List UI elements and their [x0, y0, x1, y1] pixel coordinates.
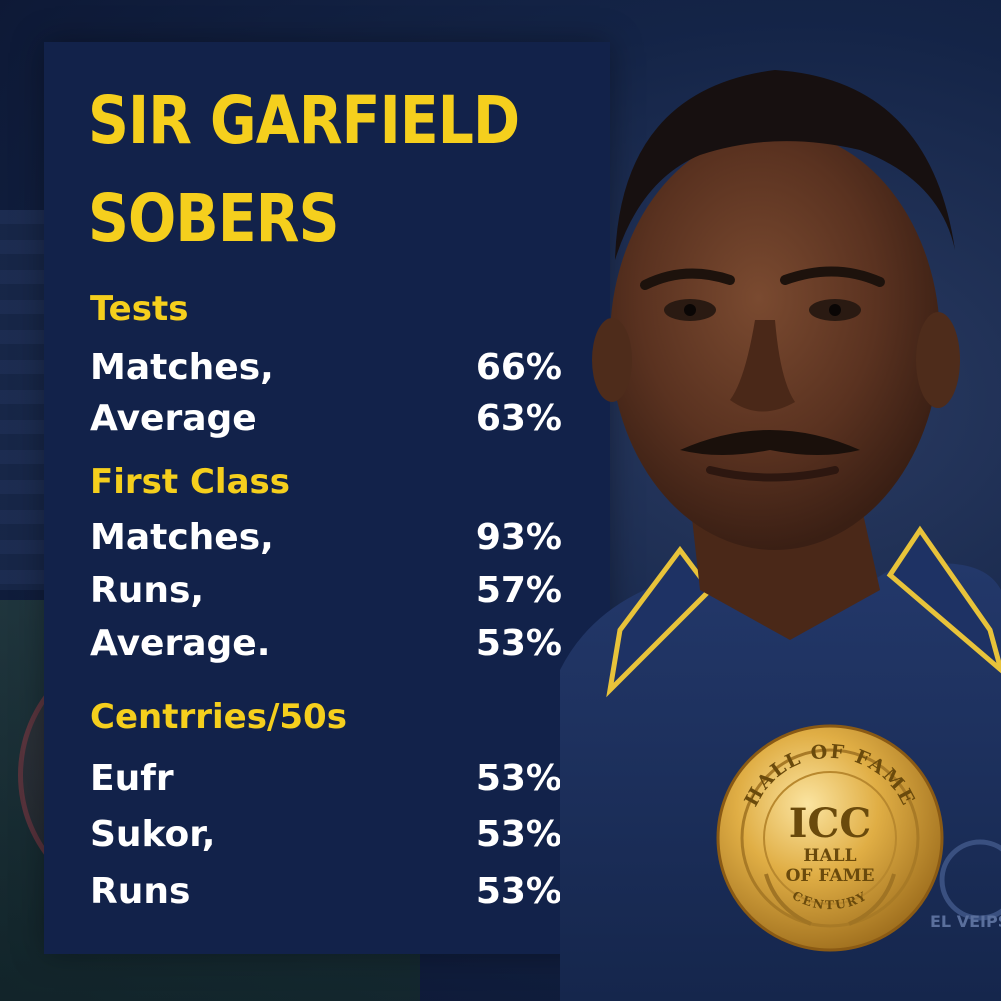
stat-value: 53%	[475, 623, 562, 664]
shirt-crest-text: EL VEIPS	[930, 912, 1001, 931]
medal-hall-line: HALL	[803, 846, 857, 866]
stat-row: Average. 53%	[90, 624, 562, 664]
section-heading-tests: Tests	[90, 289, 189, 329]
stat-row: Matches, 66%	[90, 348, 562, 388]
player-name-line-1: SIR GARFIELD	[88, 82, 520, 159]
stat-row: Average 63%	[90, 399, 562, 439]
hall-of-fame-medal: HALL OF FAME CENTURY	[716, 724, 944, 952]
stat-label: Matches,	[90, 517, 274, 558]
stat-label: Eufr	[90, 758, 174, 799]
stat-value: 53%	[475, 758, 562, 799]
stat-value: 93%	[475, 517, 562, 558]
section-heading-centuries: Centrries/50s	[90, 697, 347, 737]
stat-value: 53%	[475, 871, 562, 912]
stat-label: Matches,	[90, 347, 274, 388]
stat-label: Runs	[90, 871, 191, 912]
stat-row: Eufr 53%	[90, 759, 562, 799]
stats-panel	[44, 42, 610, 954]
stat-value: 53%	[475, 814, 562, 855]
stat-value: 66%	[475, 347, 562, 388]
stat-label: Average	[90, 398, 257, 439]
stat-row: Sukor, 53%	[90, 815, 562, 855]
stat-label: Runs,	[90, 570, 205, 611]
section-heading-first-class: First Class	[90, 462, 290, 502]
medal-hall-of-fame-text: HALL OF FAME	[716, 846, 944, 886]
medal-icc-text: ICC	[788, 800, 872, 847]
stat-row: Runs 53%	[90, 872, 562, 912]
medal-of-fame-line: OF FAME	[785, 866, 875, 886]
stat-value: 57%	[475, 570, 562, 611]
player-name-line-2: SOBERS	[88, 180, 339, 257]
stat-row: Matches, 93%	[90, 518, 562, 558]
stat-label: Sukor,	[90, 814, 216, 855]
stat-label: Average.	[90, 623, 271, 664]
stat-value: 63%	[475, 398, 562, 439]
stat-row: Runs, 57%	[90, 571, 562, 611]
